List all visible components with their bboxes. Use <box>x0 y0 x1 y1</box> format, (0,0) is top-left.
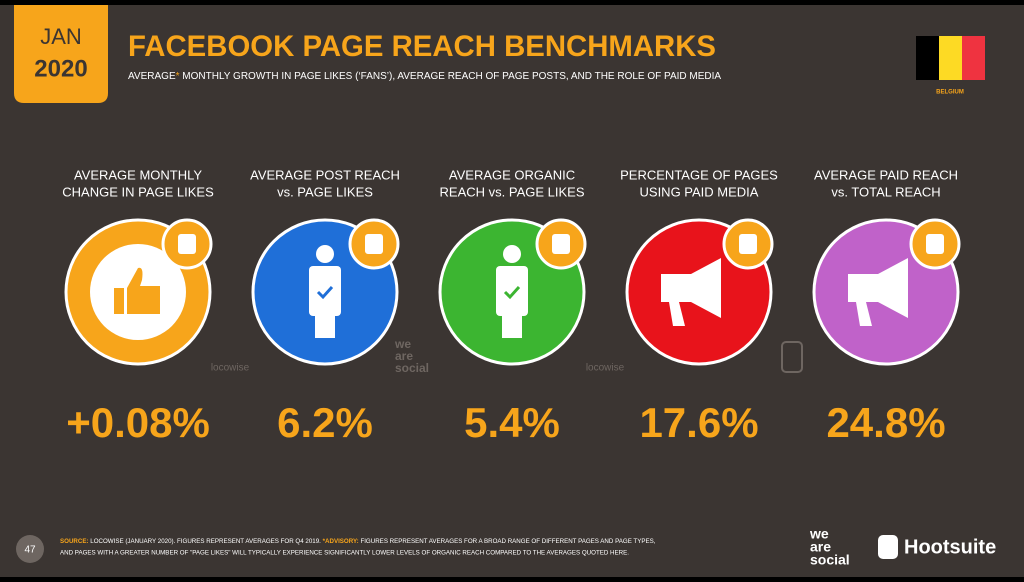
stat-label: AVERAGE MONTHLY <box>74 167 202 182</box>
brand-social: social <box>810 552 850 568</box>
thumb <box>114 288 124 314</box>
person-head <box>503 245 521 263</box>
stat-label: vs. PAGE LIKES <box>277 184 373 199</box>
person-head <box>316 245 334 263</box>
flag-red <box>962 36 985 80</box>
watermark: we <box>394 337 411 351</box>
stat-value: 5.4% <box>464 399 560 446</box>
subtitle-rest: MONTHLY GROWTH IN PAGE LIKES (‘FANS’), A… <box>180 71 722 82</box>
stat-value: 6.2% <box>277 399 373 446</box>
megaphone <box>661 258 721 326</box>
stat-label: AVERAGE ORGANIC <box>449 167 575 182</box>
subtitle-lead: AVERAGE <box>128 71 176 82</box>
stat-value: 17.6% <box>639 399 758 446</box>
person-body <box>496 266 528 316</box>
stat-value: 24.8% <box>826 399 945 446</box>
stat-label: vs. TOTAL REACH <box>831 184 940 199</box>
brand-social: we <box>809 526 829 542</box>
person-legs <box>502 312 522 338</box>
advisory-label: *ADVISORY: <box>323 538 359 545</box>
check <box>316 285 334 300</box>
badge-glyph <box>178 234 196 254</box>
source-label: SOURCE: <box>60 538 89 545</box>
flag-black <box>916 36 939 80</box>
page-badge <box>16 535 44 563</box>
watermark: social <box>395 361 429 375</box>
badge-year: 2020 <box>34 55 87 82</box>
brand-social: are <box>810 539 831 555</box>
stat-value: +0.08% <box>66 399 210 446</box>
stat-label: CHANGE IN PAGE LIKES <box>62 184 214 199</box>
brand-hootsuite: Hootsuite <box>904 536 996 558</box>
footnote-line2: AND PAGES WITH A GREATER NUMBER OF "PAGE… <box>60 550 629 557</box>
stat-label: USING PAID MEDIA <box>640 184 759 199</box>
badge-month: JAN <box>40 24 82 49</box>
watermark: are <box>395 349 413 363</box>
date-badge <box>14 5 108 103</box>
badge-glyph <box>926 234 944 254</box>
badge-glyph <box>739 234 757 254</box>
person-legs <box>315 312 335 338</box>
stat-label: PERCENTAGE OF PAGES <box>620 167 778 182</box>
badge-glyph <box>365 234 383 254</box>
watermark: locowise <box>586 363 625 374</box>
stat-label: REACH vs. PAGE LIKES <box>440 184 585 199</box>
owl-logo <box>878 535 898 559</box>
flag-yellow <box>939 36 962 80</box>
footnote: SOURCE: LOCOWISE (JANUARY 2020). FIGURES… <box>60 538 656 545</box>
advisory-text: FIGURES REPRESENT AVERAGES FOR A BROAD R… <box>359 538 656 545</box>
watermark: locowise <box>211 363 250 374</box>
subtitle-mark: * <box>176 71 180 82</box>
stat-label: AVERAGE POST REACH <box>250 167 400 182</box>
person-body <box>309 266 341 316</box>
title: FACEBOOK PAGE REACH BENCHMARKS <box>128 30 716 63</box>
badge-glyph <box>552 234 570 254</box>
thumb <box>127 267 160 314</box>
stats: AVERAGE MONTHLY CHANGE IN PAGE LIKES +0.08… <box>62 167 961 446</box>
megaphone <box>848 258 908 326</box>
page-number: 47 <box>24 545 36 556</box>
subtitle: AVERAGE* MONTHLY GROWTH IN PAGE LIKES (‘… <box>128 71 721 82</box>
owl-watermark <box>781 341 803 373</box>
source-text: LOCOWISE (JANUARY 2020). FIGURES REPRESE… <box>89 538 323 545</box>
stat-label: AVERAGE PAID REACH <box>814 167 958 182</box>
country: BELGIUM <box>936 90 964 96</box>
check <box>503 285 521 300</box>
